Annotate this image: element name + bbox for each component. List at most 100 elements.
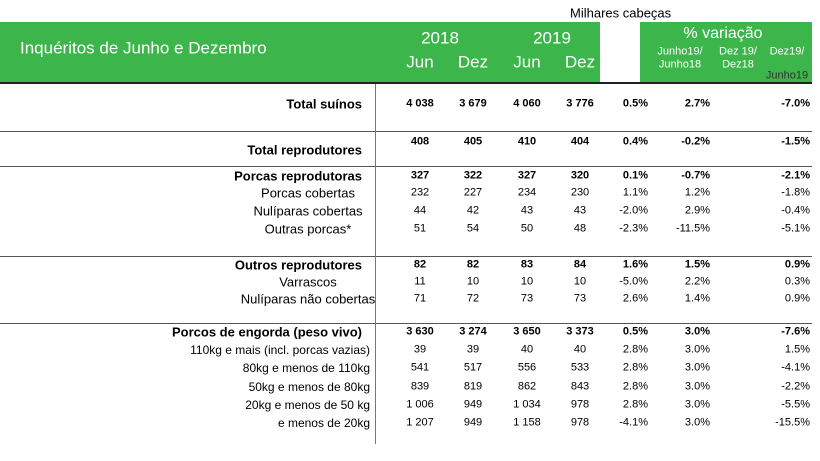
cell-value: 51 xyxy=(413,222,427,235)
cell-variation: -5.0% xyxy=(619,275,648,288)
cell-value: 82 xyxy=(413,258,427,271)
cell-variation: 2.8% xyxy=(622,343,648,356)
cell-value: 232 xyxy=(410,186,430,199)
cell-value: 39 xyxy=(466,343,480,356)
cell-variation: 0.5% xyxy=(622,97,648,110)
cell-variation: -4.1% xyxy=(619,416,648,429)
cell-variation: -15.5% xyxy=(775,416,810,429)
cell-value: 839 xyxy=(410,380,430,393)
cell-variation: 2.9% xyxy=(684,204,710,217)
cell-variation: -2.3% xyxy=(619,222,648,235)
cell-value: 404 xyxy=(570,135,590,148)
header-band xyxy=(0,22,600,82)
cell-value: 3 274 xyxy=(459,325,487,338)
cell-value: 327 xyxy=(410,169,430,182)
cell-value: 10 xyxy=(520,275,534,288)
cell-value: 82 xyxy=(466,258,480,271)
cell-variation: -2.0% xyxy=(619,204,648,217)
variation-header: Dez18 xyxy=(722,58,754,71)
cell-variation: 0.1% xyxy=(622,169,648,182)
cell-value: 40 xyxy=(573,343,587,356)
year: 2018 xyxy=(421,28,459,48)
variation-header: Junho19/ xyxy=(657,45,703,58)
cell-value: 3 776 xyxy=(566,97,594,110)
cell-value: 322 xyxy=(463,169,483,182)
month: Jun xyxy=(513,52,541,72)
cell-value: 44 xyxy=(413,204,427,217)
cell-value: 3 650 xyxy=(513,325,541,338)
cell-value: 949 xyxy=(463,398,483,411)
cell-variation: 2.8% xyxy=(622,380,648,393)
month: Dez xyxy=(564,52,596,72)
cell-value: 408 xyxy=(410,135,430,148)
cell-value: 843 xyxy=(570,380,590,393)
cell-variation: -0.4% xyxy=(781,204,810,217)
cell-value: 1 034 xyxy=(513,398,541,411)
row-heading: Outros reprodutores xyxy=(234,257,362,273)
cell-variation: 1.2% xyxy=(684,186,710,199)
cell-value: 3 679 xyxy=(459,97,487,110)
cell-variation: 3.0% xyxy=(684,361,710,374)
cell-variation: -5.5% xyxy=(781,398,810,411)
cell-value: 71 xyxy=(413,292,427,305)
cell-value: 227 xyxy=(463,186,483,199)
cell-value: 48 xyxy=(573,222,587,235)
cell-value: 862 xyxy=(517,380,537,393)
cell-value: 43 xyxy=(573,204,587,217)
cell-value: 541 xyxy=(410,361,430,374)
cell-value: 517 xyxy=(463,361,483,374)
cell-variation: 3.0% xyxy=(684,343,710,356)
cell-variation: -5.1% xyxy=(781,222,810,235)
month: Dez xyxy=(457,52,489,72)
cell-variation: -7.0% xyxy=(781,97,810,110)
cell-variation: 3.0% xyxy=(684,325,710,338)
cell-value: 327 xyxy=(517,169,537,182)
cell-variation: -0.2% xyxy=(681,135,710,148)
row-label: Nulíparas cobertas xyxy=(253,203,363,219)
row-heading: Porcos de engorda (peso vivo) xyxy=(172,324,362,340)
cell-variation: 0.3% xyxy=(784,275,810,288)
cell-value: 54 xyxy=(466,222,480,235)
cell-value: 533 xyxy=(570,361,590,374)
cell-value: 40 xyxy=(520,343,534,356)
month: Jun xyxy=(406,52,434,72)
unit-label: Milhares cabeças xyxy=(570,5,672,21)
cell-value: 405 xyxy=(463,135,483,148)
row-label: Outras porcas* xyxy=(264,221,352,237)
cell-variation: 1.4% xyxy=(684,292,710,305)
cell-variation: -11.5% xyxy=(675,222,710,235)
cell-value: 42 xyxy=(466,204,480,217)
cell-value: 73 xyxy=(573,292,587,305)
cell-variation: 0.5% xyxy=(622,325,648,338)
cell-variation: -1.8% xyxy=(781,186,810,199)
cell-value: 556 xyxy=(517,361,537,374)
section-rule xyxy=(0,131,812,132)
cell-variation: 1.1% xyxy=(622,186,648,199)
cell-variation: -2.1% xyxy=(781,169,810,182)
cell-value: 3 373 xyxy=(566,325,594,338)
cell-variation: 0.9% xyxy=(784,292,810,305)
row-heading: Total suínos xyxy=(286,96,362,112)
cell-value: 230 xyxy=(570,186,590,199)
cell-variation: 3.0% xyxy=(684,398,710,411)
cell-value: 1 006 xyxy=(406,398,434,411)
section-rule xyxy=(0,323,812,324)
cell-value: 50 xyxy=(520,222,534,235)
cell-value: 819 xyxy=(463,380,483,393)
cell-value: 11 xyxy=(414,275,426,288)
variation-header: Junho18 xyxy=(658,58,702,71)
cell-value: 84 xyxy=(573,258,587,271)
row-label: 110kg e mais (incl. porcas vazias) xyxy=(190,343,370,357)
cell-value: 1 158 xyxy=(513,416,541,429)
header-title: Inquéritos de Junho e Dezembro xyxy=(20,38,267,58)
variation-header: Dez 19/ xyxy=(719,45,757,58)
row-label: 20kg e menos de 50 kg xyxy=(245,398,370,412)
cell-value: 949 xyxy=(463,416,483,429)
row-label: Varrascos xyxy=(279,274,337,290)
cell-value: 234 xyxy=(517,186,537,199)
cell-value: 410 xyxy=(517,135,537,148)
header-band-variation xyxy=(640,22,812,82)
cell-variation: 3.0% xyxy=(684,380,710,393)
cell-value: 43 xyxy=(520,204,534,217)
row-label: e menos de 20kg xyxy=(277,416,370,430)
